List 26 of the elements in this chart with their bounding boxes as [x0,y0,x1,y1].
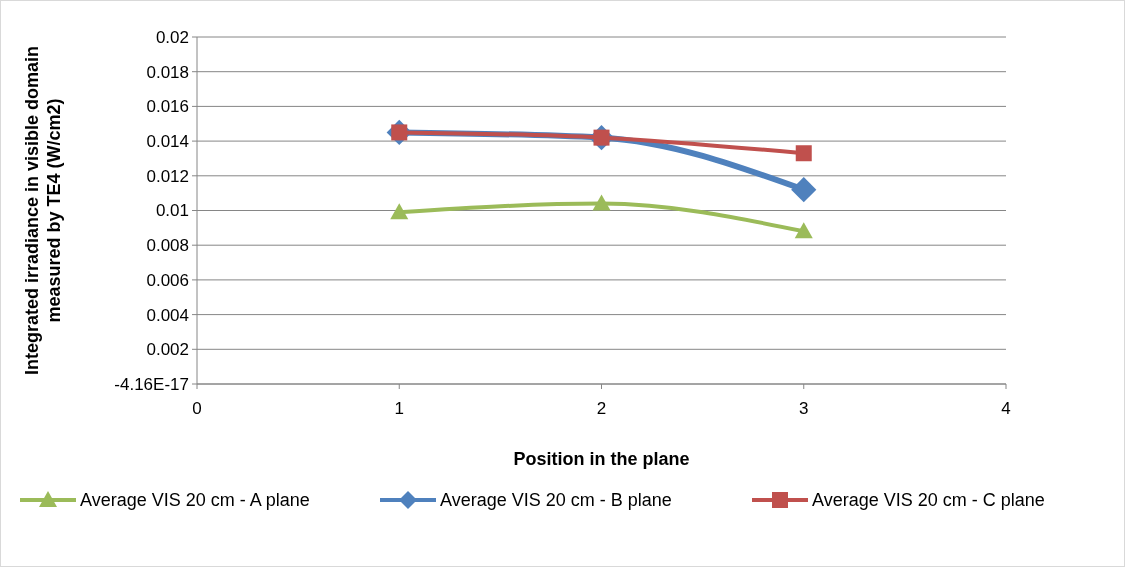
y-tick-label: 0.002 [146,340,189,360]
y-tick-label: 0.004 [146,305,189,325]
point [791,177,817,203]
y-tick-label: 0.006 [146,270,189,290]
y-tick-label: 0.016 [146,97,189,117]
y-tick-label: 0.01 [155,201,189,221]
y-tick-label: 0.02 [155,27,189,47]
y-tick-label: 0.014 [146,132,189,152]
legend-label: Average VIS 20 cm - B plane [440,490,672,511]
y-tick-label: 0.018 [146,62,189,82]
x-axis-title: Position in the plane [513,449,690,469]
point [794,222,813,239]
x-tick-label: 2 [596,399,607,418]
point [390,203,409,220]
y-axis-title: Integrated irradiance in visible domain measured by TE4 (W/cm2) [22,45,64,376]
y-tick-label: 0.012 [146,166,189,186]
y-tick-label: -4.16E-17 [114,374,189,394]
x-tick-label: 3 [799,399,809,418]
legend-label: Average VIS 20 cm - A plane [80,490,310,511]
x-tick-label: 0 [192,399,202,418]
point [592,194,611,211]
point [795,145,812,162]
legend-label: Average VIS 20 cm - C plane [812,490,1045,511]
y-tick-label: 0.008 [146,236,189,256]
x-tick-label: 4 [1001,399,1011,418]
x-tick-label: 1 [394,399,404,418]
